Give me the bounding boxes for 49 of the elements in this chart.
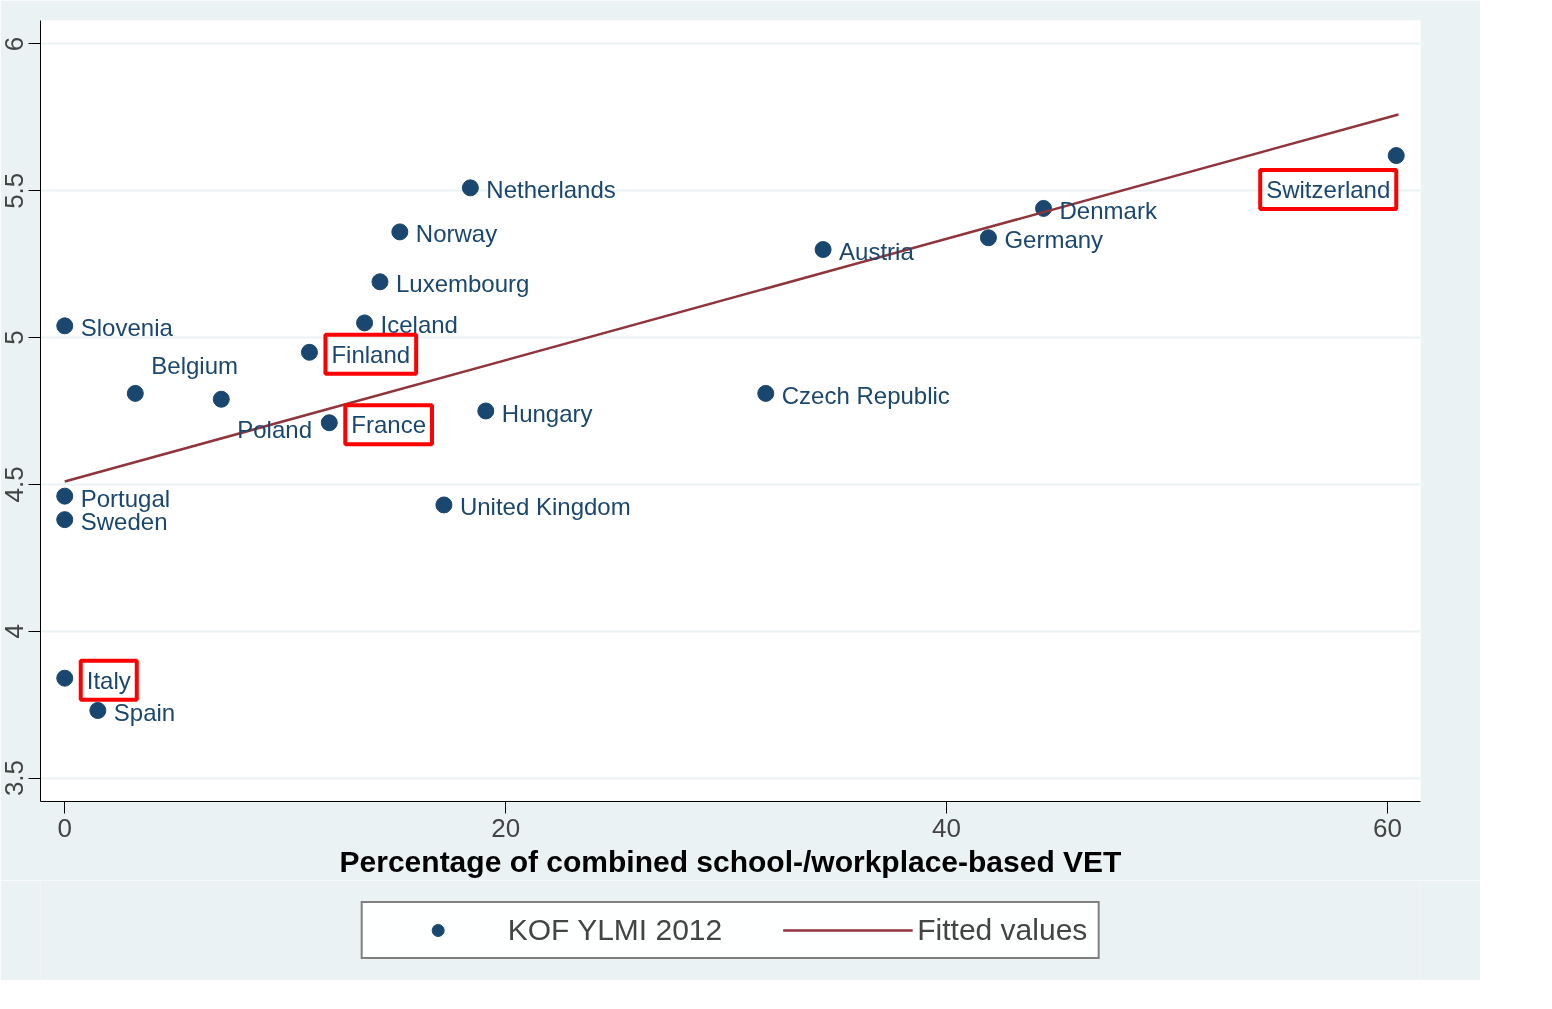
point — [56, 487, 74, 505]
y-tick-label: 5 — [0, 330, 30, 345]
annotation: Czech Republic — [781, 381, 950, 409]
point — [477, 402, 495, 420]
point — [126, 384, 144, 402]
x-axis-title: Percentage of combined school-/workplace-based VET — [339, 844, 1122, 878]
annotation: Belgium — [151, 351, 239, 379]
legend-label: Fitted values — [917, 913, 1088, 947]
annotation: Slovenia — [80, 314, 174, 342]
y-tick-label: 3.5 — [0, 759, 30, 797]
annotation: Netherlands — [486, 176, 616, 204]
x-tick-label: 20 — [491, 812, 521, 843]
annotation: Iceland — [380, 311, 458, 339]
x-tick-label: 0 — [57, 812, 72, 843]
point — [371, 273, 389, 291]
point — [757, 384, 775, 402]
point — [212, 390, 230, 408]
point — [391, 223, 409, 241]
point — [435, 496, 453, 514]
annotation: United Kingdom — [459, 493, 631, 521]
annotation: Hungary — [501, 399, 593, 427]
annotation: Norway — [415, 220, 498, 248]
annotation: Germany — [1004, 226, 1104, 254]
annotation: Portugal — [80, 484, 171, 512]
point — [320, 414, 338, 432]
y-tick-label: 4.5 — [0, 466, 30, 503]
point — [300, 343, 318, 361]
point — [56, 317, 74, 335]
point — [814, 241, 832, 258]
point — [461, 179, 479, 197]
annotation: Finland — [331, 340, 411, 368]
x-tick-label: 60 — [1372, 812, 1402, 843]
point — [56, 511, 74, 529]
point — [356, 314, 374, 332]
annotation: Spain — [113, 698, 176, 726]
y-tick-label: 4 — [0, 623, 30, 639]
point — [979, 229, 997, 247]
legend-label: KOF YLMI 2012 — [507, 913, 723, 947]
point — [1387, 147, 1405, 165]
annotation: Switzerland — [1266, 176, 1391, 204]
annotation: Italy — [86, 666, 131, 694]
x-tick-label: 40 — [932, 812, 961, 843]
annotation: Luxembourg — [395, 270, 530, 298]
annotation: France — [351, 411, 426, 439]
y-tick-label: 6 — [0, 36, 30, 52]
annotation: Denmark — [1059, 196, 1158, 224]
point — [56, 669, 74, 687]
y-tick-label: 5.5 — [0, 172, 30, 209]
point — [89, 702, 107, 719]
